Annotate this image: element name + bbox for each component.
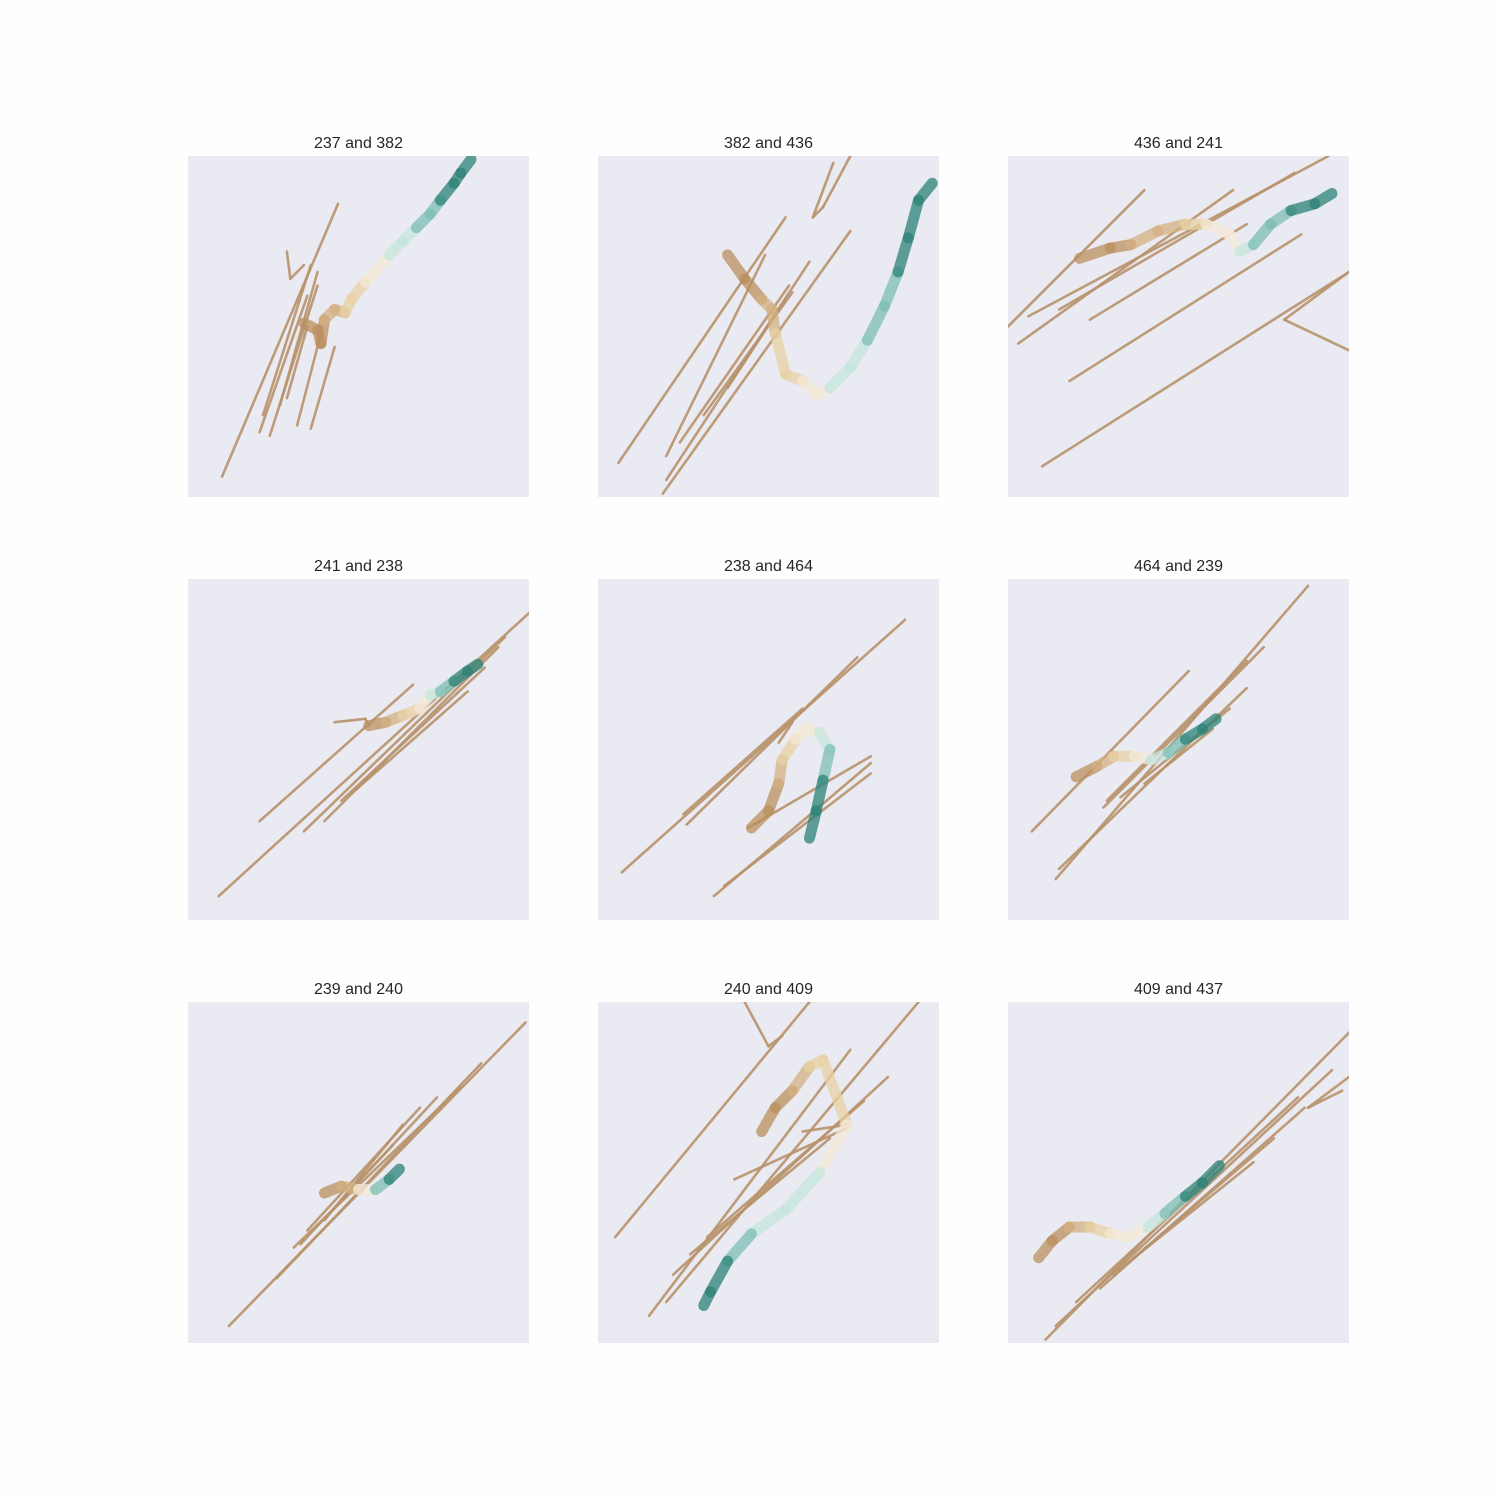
trajectory-segment	[814, 1119, 853, 1178]
trajectory-segment	[817, 1054, 853, 1131]
panel-background	[188, 579, 529, 920]
outlier-line	[1068, 233, 1303, 383]
outlier-line	[811, 205, 825, 219]
outlier-line	[1143, 727, 1214, 785]
panel-title: 238 and 464	[724, 558, 813, 575]
panel-title: 464 and 239	[1134, 558, 1223, 575]
outlier-line	[733, 1126, 849, 1181]
panel-background	[188, 156, 529, 497]
panel-background	[598, 579, 939, 920]
trajectory-segment	[698, 1286, 717, 1311]
trajectory-segment	[455, 156, 477, 179]
trajectory-segment	[803, 805, 822, 844]
outlier-line	[685, 656, 859, 826]
outlier-line	[743, 1002, 770, 1048]
trajectory-segment	[1309, 188, 1338, 210]
panel-7: 239 and 240	[188, 981, 529, 1343]
outlier-line	[647, 1048, 852, 1318]
panel-8: 240 and 409	[598, 981, 939, 1343]
outlier-line	[261, 263, 313, 417]
plot-area	[1033, 1031, 1349, 1341]
trajectory-segment	[745, 1204, 792, 1240]
outlier-line	[295, 332, 323, 427]
outlier-line	[1105, 659, 1248, 802]
outlier-line	[340, 666, 486, 802]
outlier-line	[309, 345, 336, 431]
panel-background	[188, 1002, 529, 1343]
outlier-line	[1054, 1068, 1334, 1328]
panel-title: 240 and 409	[724, 981, 813, 998]
outlier-line	[278, 270, 319, 407]
outlier-line	[801, 1123, 849, 1133]
outlier-line	[722, 772, 873, 888]
outlier-line	[811, 161, 835, 219]
outlier-line	[1306, 1075, 1349, 1110]
plot-area	[1008, 156, 1349, 468]
plot-area	[613, 1002, 920, 1318]
outlier-line	[767, 1034, 784, 1048]
outlier-line	[323, 1123, 405, 1222]
panel-title: 409 and 437	[1134, 981, 1223, 998]
panel-title: 382 and 436	[724, 135, 813, 152]
panel-background	[1008, 1002, 1349, 1343]
panel-title: 237 and 382	[314, 135, 403, 152]
panel-title: 241 and 238	[314, 558, 403, 575]
outlier-line	[620, 618, 907, 874]
outlier-line	[1102, 645, 1266, 809]
panel-2: 382 and 436	[598, 135, 939, 497]
trajectory-segment	[861, 300, 890, 346]
outlier-line	[258, 683, 415, 823]
trajectory-segment	[705, 1255, 734, 1298]
outlier-line	[688, 1137, 832, 1256]
outlier-line	[705, 1099, 866, 1239]
plot-area	[220, 156, 477, 478]
trajectory-segment	[769, 327, 792, 380]
outlier-line	[681, 707, 804, 816]
trajectory-segment	[722, 1228, 757, 1267]
outlier-line	[1132, 1160, 1255, 1260]
outlier-line	[1282, 318, 1349, 352]
outlier-line	[617, 216, 787, 465]
panel-5: 238 and 464	[598, 558, 939, 920]
outlier-line	[1040, 270, 1349, 468]
outlier-line	[285, 250, 292, 281]
panel-9: 409 and 437	[1008, 981, 1349, 1343]
trajectory-segment	[1196, 1160, 1225, 1189]
outlier-line	[821, 156, 852, 209]
plot-area	[617, 156, 938, 495]
outlier-line	[220, 202, 340, 478]
panel-background	[598, 1002, 939, 1343]
outlier-line	[333, 717, 367, 724]
plot-area	[227, 1021, 527, 1328]
outlier-line	[1016, 188, 1235, 345]
outlier-line	[661, 229, 852, 495]
outlier-line	[1030, 669, 1191, 833]
outlier-line	[777, 720, 794, 744]
plot-area	[1030, 584, 1310, 881]
trajectory-segment	[892, 232, 914, 278]
trajectory-segment	[878, 266, 904, 312]
outlier-line	[353, 690, 469, 792]
panel-4: 241 and 238	[188, 558, 529, 920]
trajectory-segment	[1196, 713, 1222, 735]
panel-3: 436 and 241	[1008, 135, 1349, 497]
plot-area	[620, 618, 907, 898]
outlier-line	[1027, 156, 1330, 318]
outlier-line	[258, 294, 309, 434]
panel-6: 464 and 239	[1008, 558, 1349, 920]
trajectory-segment	[913, 177, 938, 206]
panel-title: 239 and 240	[314, 981, 403, 998]
panel-title: 436 and 241	[1134, 135, 1223, 152]
trajectory-segment	[780, 1167, 826, 1216]
trajectory-segment	[383, 1163, 405, 1185]
outlier-line	[1088, 222, 1248, 321]
panel-1: 237 and 382	[188, 135, 529, 497]
plot-area	[217, 611, 529, 898]
outlier-line	[1282, 270, 1349, 321]
trajectory-segment	[902, 194, 925, 244]
outlier-line	[285, 325, 309, 400]
trajectory-segment	[462, 658, 484, 677]
outlier-line	[288, 263, 306, 281]
